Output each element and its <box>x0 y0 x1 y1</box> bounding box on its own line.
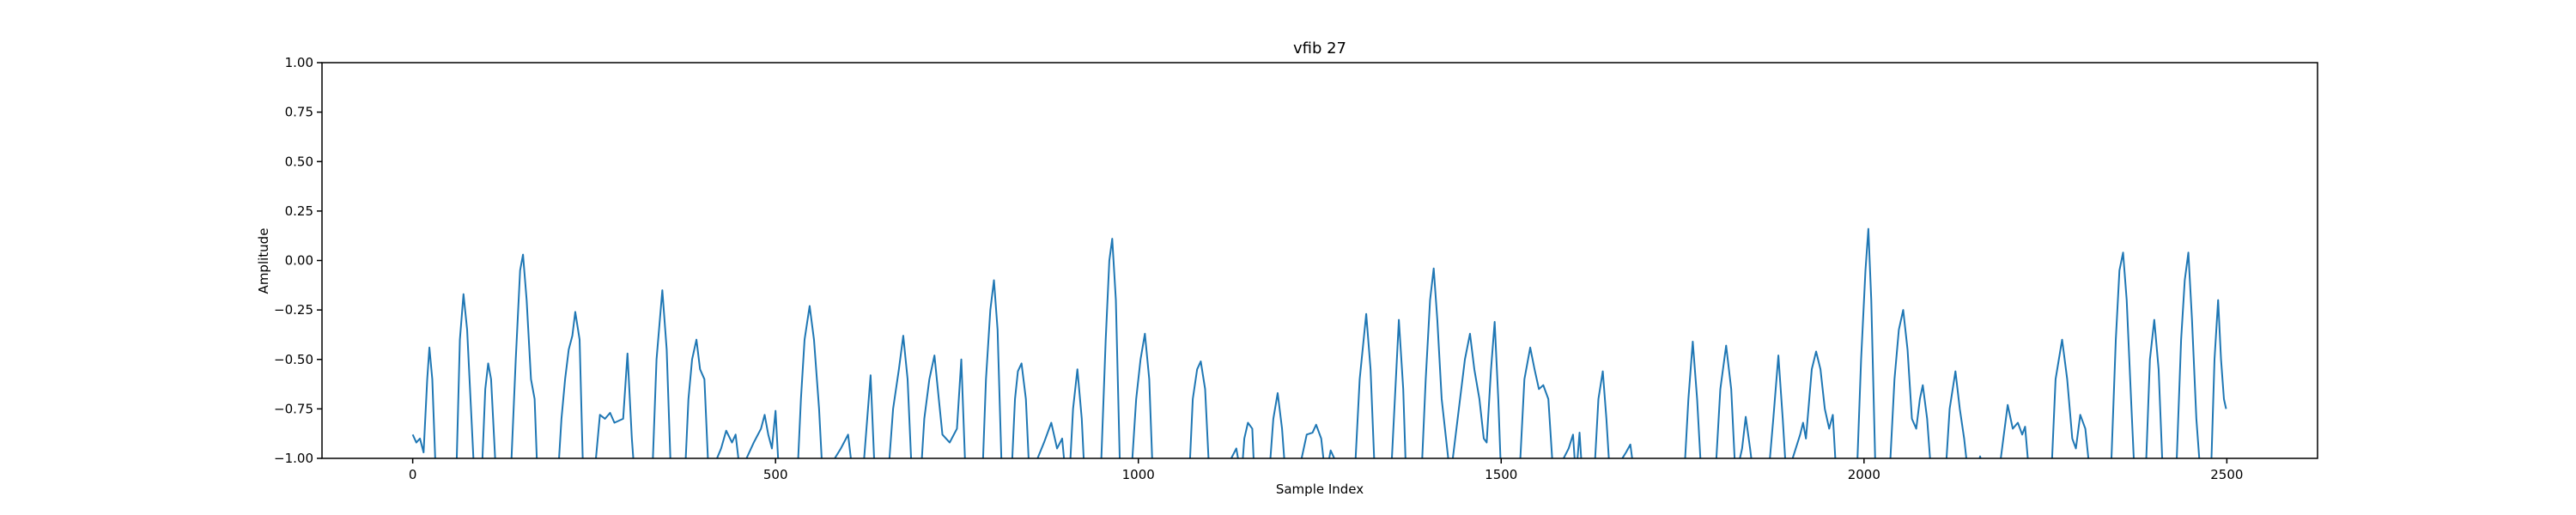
y-tick-label: −0.50 <box>274 352 313 367</box>
signal-line <box>411 227 2227 458</box>
x-tick-label: 1500 <box>1485 467 1517 482</box>
y-tick-label: −0.75 <box>274 401 313 416</box>
y-tick-label: 1.00 <box>285 55 313 70</box>
x-tick-label: 0 <box>409 467 417 482</box>
x-tick-label: 2000 <box>1848 467 1880 482</box>
x-tick-label: 500 <box>763 467 788 482</box>
x-tick-label: 1000 <box>1122 467 1155 482</box>
y-tick-label: 0.50 <box>285 154 313 169</box>
plot-frame <box>321 62 2318 459</box>
y-tick-label: −1.00 <box>274 451 313 466</box>
y-tick-label: −0.25 <box>274 302 313 318</box>
y-axis-label: Amplitude <box>256 228 271 294</box>
x-tick-label: 2500 <box>2210 467 2243 482</box>
x-axis-label: Sample Index <box>1276 482 1364 497</box>
y-tick-label: 0.25 <box>285 203 313 219</box>
y-tick-label: 0.00 <box>285 253 313 269</box>
chart-title: vfib 27 <box>1293 39 1346 58</box>
y-tick-label: 0.75 <box>285 105 313 120</box>
